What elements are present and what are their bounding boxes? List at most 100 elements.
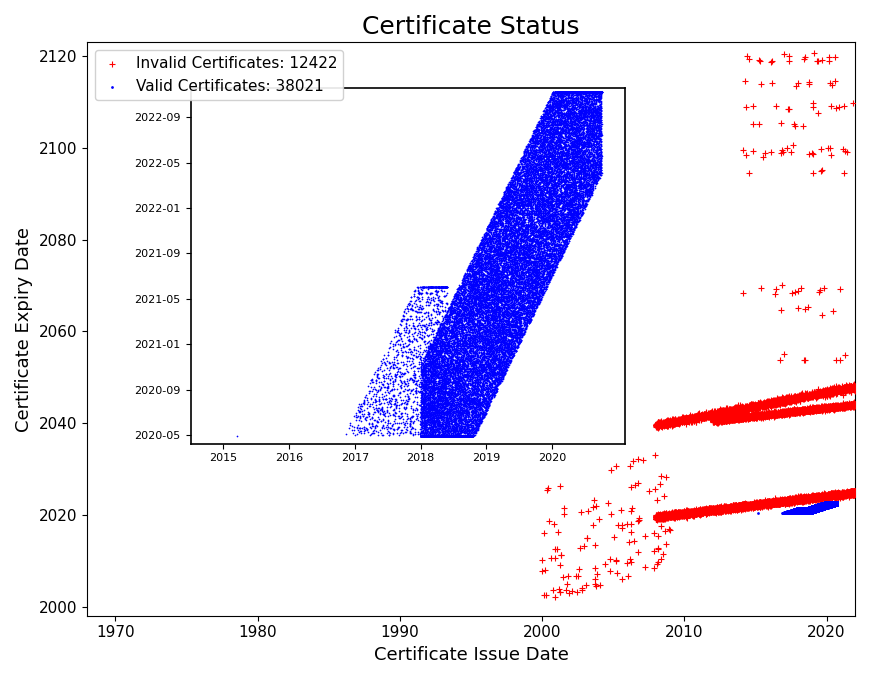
Valid Certificates: 38021: (2.02e+03, 2.02e+03): 38021: (2.02e+03, 2.02e+03)	[808, 504, 822, 515]
Invalid Certificates: 12422: (2.01e+03, 2.02e+03): 12422: (2.01e+03, 2.02e+03)	[672, 509, 686, 519]
Valid Certificates: 38021: (2.02e+03, 2.02e+03): 38021: (2.02e+03, 2.02e+03)	[813, 504, 826, 515]
Valid Certificates: 38021: (2.02e+03, 2.02e+03): 38021: (2.02e+03, 2.02e+03)	[806, 506, 819, 517]
Valid Certificates: 38021: (2.02e+03, 2.02e+03): 38021: (2.02e+03, 2.02e+03)	[778, 507, 792, 517]
Valid Certificates: 38021: (2.02e+03, 2.02e+03): 38021: (2.02e+03, 2.02e+03)	[812, 502, 826, 513]
Valid Certificates: 38021: (2.02e+03, 2.02e+03): 38021: (2.02e+03, 2.02e+03)	[806, 502, 819, 513]
Valid Certificates: 38021: (2.02e+03, 2.02e+03): 38021: (2.02e+03, 2.02e+03)	[809, 502, 823, 513]
Valid Certificates: 38021: (2.02e+03, 2.02e+03): 38021: (2.02e+03, 2.02e+03)	[815, 502, 829, 513]
Valid Certificates: 38021: (2.02e+03, 2.02e+03): 38021: (2.02e+03, 2.02e+03)	[826, 496, 839, 507]
Valid Certificates: 38021: (2.02e+03, 2.02e+03): 38021: (2.02e+03, 2.02e+03)	[824, 496, 838, 507]
Valid Certificates: 38021: (2.02e+03, 2.02e+03): 38021: (2.02e+03, 2.02e+03)	[811, 502, 825, 513]
Valid Certificates: 38021: (2.02e+03, 2.02e+03): 38021: (2.02e+03, 2.02e+03)	[806, 503, 820, 514]
Valid Certificates: 38021: (2.02e+03, 2.02e+03): 38021: (2.02e+03, 2.02e+03)	[815, 502, 829, 513]
Valid Certificates: 38021: (2.02e+03, 2.02e+03): 38021: (2.02e+03, 2.02e+03)	[814, 500, 828, 511]
Valid Certificates: 38021: (2.02e+03, 2.02e+03): 38021: (2.02e+03, 2.02e+03)	[813, 500, 826, 511]
Valid Certificates: 38021: (2.02e+03, 2.02e+03): 38021: (2.02e+03, 2.02e+03)	[799, 503, 813, 514]
Valid Certificates: 38021: (2.02e+03, 2.02e+03): 38021: (2.02e+03, 2.02e+03)	[824, 496, 838, 507]
Invalid Certificates: 12422: (2.01e+03, 2.02e+03): 12422: (2.01e+03, 2.02e+03)	[710, 505, 724, 516]
Valid Certificates: 38021: (2.02e+03, 2.02e+03): 38021: (2.02e+03, 2.02e+03)	[803, 503, 817, 514]
Valid Certificates: 38021: (2.02e+03, 2.02e+03): 38021: (2.02e+03, 2.02e+03)	[794, 508, 808, 519]
Valid Certificates: 38021: (2.02e+03, 2.02e+03): 38021: (2.02e+03, 2.02e+03)	[819, 499, 833, 510]
Valid Certificates: 38021: (2.02e+03, 2.02e+03): 38021: (2.02e+03, 2.02e+03)	[827, 498, 841, 509]
Valid Certificates: 38021: (2.02e+03, 2.02e+03): 38021: (2.02e+03, 2.02e+03)	[793, 508, 807, 519]
Invalid Certificates: 12422: (2.01e+03, 2.04e+03): 12422: (2.01e+03, 2.04e+03)	[719, 406, 733, 417]
Valid Certificates: 38021: (2.02e+03, 2.02e+03): 38021: (2.02e+03, 2.02e+03)	[806, 500, 819, 511]
Valid Certificates: 38021: (2.02e+03, 2.02e+03): 38021: (2.02e+03, 2.02e+03)	[827, 496, 841, 507]
Valid Certificates: 38021: (2.02e+03, 2.02e+03): 38021: (2.02e+03, 2.02e+03)	[806, 504, 819, 515]
Valid Certificates: 38021: (2.02e+03, 2.02e+03): 38021: (2.02e+03, 2.02e+03)	[798, 506, 812, 517]
Valid Certificates: 38021: (2.02e+03, 2.02e+03): 38021: (2.02e+03, 2.02e+03)	[806, 503, 820, 514]
Valid Certificates: 38021: (2.02e+03, 2.02e+03): 38021: (2.02e+03, 2.02e+03)	[820, 499, 834, 510]
Valid Certificates: 38021: (2.02e+03, 2.02e+03): 38021: (2.02e+03, 2.02e+03)	[802, 506, 816, 517]
Valid Certificates: 38021: (2.02e+03, 2.02e+03): 38021: (2.02e+03, 2.02e+03)	[811, 502, 825, 513]
Valid Certificates: 38021: (2.02e+03, 2.02e+03): 38021: (2.02e+03, 2.02e+03)	[823, 496, 837, 507]
Valid Certificates: 38021: (2.02e+03, 2.02e+03): 38021: (2.02e+03, 2.02e+03)	[793, 508, 807, 519]
Valid Certificates: 38021: (2.02e+03, 2.02e+03): 38021: (2.02e+03, 2.02e+03)	[801, 503, 815, 514]
Valid Certificates: 38021: (2.02e+03, 2.02e+03): 38021: (2.02e+03, 2.02e+03)	[820, 502, 834, 513]
Valid Certificates: 38021: (2.02e+03, 2.02e+03): 38021: (2.02e+03, 2.02e+03)	[820, 496, 834, 507]
Valid Certificates: 38021: (2.02e+03, 2.02e+03): 38021: (2.02e+03, 2.02e+03)	[799, 504, 813, 515]
Valid Certificates: 38021: (2.02e+03, 2.02e+03): 38021: (2.02e+03, 2.02e+03)	[819, 498, 833, 509]
Valid Certificates: 38021: (2.02e+03, 2.02e+03): 38021: (2.02e+03, 2.02e+03)	[825, 496, 839, 507]
Valid Certificates: 38021: (2.02e+03, 2.02e+03): 38021: (2.02e+03, 2.02e+03)	[813, 500, 827, 511]
Valid Certificates: 38021: (2.02e+03, 2.02e+03): 38021: (2.02e+03, 2.02e+03)	[802, 506, 816, 517]
Valid Certificates: 38021: (2.02e+03, 2.02e+03): 38021: (2.02e+03, 2.02e+03)	[824, 496, 838, 507]
Valid Certificates: 38021: (2.02e+03, 2.02e+03): 38021: (2.02e+03, 2.02e+03)	[788, 507, 802, 518]
Valid Certificates: 38021: (2.02e+03, 2.02e+03): 38021: (2.02e+03, 2.02e+03)	[803, 504, 817, 515]
Valid Certificates: 38021: (2.02e+03, 2.02e+03): 38021: (2.02e+03, 2.02e+03)	[811, 505, 825, 516]
Valid Certificates: 38021: (2.02e+03, 2.02e+03): 38021: (2.02e+03, 2.02e+03)	[796, 508, 810, 519]
Valid Certificates: 38021: (2.02e+03, 2.02e+03): 38021: (2.02e+03, 2.02e+03)	[819, 500, 833, 511]
Valid Certificates: 38021: (2.02e+03, 2.02e+03): 38021: (2.02e+03, 2.02e+03)	[813, 500, 827, 511]
Invalid Certificates: 12422: (2.02e+03, 2.02e+03): 12422: (2.02e+03, 2.02e+03)	[824, 488, 838, 499]
Valid Certificates: 38021: (2.02e+03, 2.02e+03): 38021: (2.02e+03, 2.02e+03)	[793, 508, 807, 519]
Valid Certificates: 38021: (2.02e+03, 2.02e+03): 38021: (2.02e+03, 2.02e+03)	[825, 500, 839, 511]
Valid Certificates: 38021: (2.02e+03, 2.02e+03): 38021: (2.02e+03, 2.02e+03)	[819, 500, 833, 511]
Valid Certificates: 38021: (2.02e+03, 2.02e+03): 38021: (2.02e+03, 2.02e+03)	[812, 500, 826, 511]
Valid Certificates: 38021: (2.02e+03, 2.02e+03): 38021: (2.02e+03, 2.02e+03)	[814, 500, 828, 511]
Valid Certificates: 38021: (2.02e+03, 2.02e+03): 38021: (2.02e+03, 2.02e+03)	[809, 503, 823, 514]
Valid Certificates: 38021: (2.02e+03, 2.02e+03): 38021: (2.02e+03, 2.02e+03)	[816, 500, 830, 511]
Valid Certificates: 38021: (2.02e+03, 2.02e+03): 38021: (2.02e+03, 2.02e+03)	[813, 500, 826, 511]
Valid Certificates: 38021: (2.02e+03, 2.02e+03): 38021: (2.02e+03, 2.02e+03)	[794, 508, 808, 519]
Invalid Certificates: 12422: (2.02e+03, 2.02e+03): 12422: (2.02e+03, 2.02e+03)	[779, 496, 793, 507]
Valid Certificates: 38021: (2.02e+03, 2.02e+03): 38021: (2.02e+03, 2.02e+03)	[793, 507, 807, 518]
Invalid Certificates: 12422: (2.01e+03, 2.04e+03): 12422: (2.01e+03, 2.04e+03)	[713, 409, 727, 420]
Invalid Certificates: 12422: (2.02e+03, 2.05e+03): 12422: (2.02e+03, 2.05e+03)	[788, 394, 802, 405]
Valid Certificates: 38021: (2.02e+03, 2.02e+03): 38021: (2.02e+03, 2.02e+03)	[799, 503, 813, 514]
Valid Certificates: 38021: (2.02e+03, 2.02e+03): 38021: (2.02e+03, 2.02e+03)	[824, 500, 838, 511]
Valid Certificates: 38021: (2.02e+03, 2.02e+03): 38021: (2.02e+03, 2.02e+03)	[823, 498, 837, 509]
Invalid Certificates: 12422: (2.02e+03, 2.02e+03): 12422: (2.02e+03, 2.02e+03)	[808, 492, 822, 502]
Valid Certificates: 38021: (2.02e+03, 2.02e+03): 38021: (2.02e+03, 2.02e+03)	[811, 500, 825, 511]
Valid Certificates: 38021: (2.02e+03, 2.02e+03): 38021: (2.02e+03, 2.02e+03)	[825, 499, 839, 510]
Valid Certificates: 38021: (2.02e+03, 2.02e+03): 38021: (2.02e+03, 2.02e+03)	[823, 496, 837, 507]
Valid Certificates: 38021: (2.02e+03, 2.02e+03): 38021: (2.02e+03, 2.02e+03)	[824, 500, 838, 511]
Invalid Certificates: 12422: (2.01e+03, 2.02e+03): 12422: (2.01e+03, 2.02e+03)	[718, 502, 732, 513]
Valid Certificates: 38021: (2.02e+03, 2.02e+03): 38021: (2.02e+03, 2.02e+03)	[811, 504, 825, 515]
Valid Certificates: 38021: (2.02e+03, 2.02e+03): 38021: (2.02e+03, 2.02e+03)	[798, 508, 812, 519]
Valid Certificates: 38021: (2.02e+03, 2.02e+03): 38021: (2.02e+03, 2.02e+03)	[829, 496, 843, 507]
Invalid Certificates: 12422: (2.02e+03, 2.05e+03): 12422: (2.02e+03, 2.05e+03)	[779, 393, 793, 404]
Valid Certificates: 38021: (2.02e+03, 2.02e+03): 38021: (2.02e+03, 2.02e+03)	[800, 507, 814, 518]
Valid Certificates: 38021: (2.02e+03, 2.02e+03): 38021: (2.02e+03, 2.02e+03)	[819, 502, 833, 513]
Valid Certificates: 38021: (2.02e+03, 2.02e+03): 38021: (2.02e+03, 2.02e+03)	[805, 504, 819, 515]
Invalid Certificates: 12422: (2.01e+03, 2.04e+03): 12422: (2.01e+03, 2.04e+03)	[721, 414, 735, 424]
Valid Certificates: 38021: (2.02e+03, 2.02e+03): 38021: (2.02e+03, 2.02e+03)	[820, 498, 834, 509]
Valid Certificates: 38021: (2.02e+03, 2.02e+03): 38021: (2.02e+03, 2.02e+03)	[826, 496, 840, 507]
Invalid Certificates: 12422: (2.01e+03, 2.02e+03): 12422: (2.01e+03, 2.02e+03)	[661, 509, 675, 520]
Invalid Certificates: 12422: (2.02e+03, 2.04e+03): 12422: (2.02e+03, 2.04e+03)	[794, 407, 808, 418]
Valid Certificates: 38021: (2.02e+03, 2.02e+03): 38021: (2.02e+03, 2.02e+03)	[793, 506, 807, 517]
Valid Certificates: 38021: (2.02e+03, 2.02e+03): 38021: (2.02e+03, 2.02e+03)	[813, 498, 827, 509]
Invalid Certificates: 12422: (2.01e+03, 2.02e+03): 12422: (2.01e+03, 2.02e+03)	[674, 508, 688, 519]
Valid Certificates: 38021: (2.02e+03, 2.02e+03): 38021: (2.02e+03, 2.02e+03)	[807, 505, 821, 516]
Valid Certificates: 38021: (2.02e+03, 2.02e+03): 38021: (2.02e+03, 2.02e+03)	[813, 500, 827, 511]
Valid Certificates: 38021: (2.02e+03, 2.02e+03): 38021: (2.02e+03, 2.02e+03)	[797, 504, 811, 515]
Valid Certificates: 38021: (2.02e+03, 2.02e+03): 38021: (2.02e+03, 2.02e+03)	[821, 498, 835, 509]
Invalid Certificates: 12422: (2.01e+03, 2.04e+03): 12422: (2.01e+03, 2.04e+03)	[718, 414, 732, 425]
Invalid Certificates: 12422: (2.01e+03, 2.04e+03): 12422: (2.01e+03, 2.04e+03)	[713, 408, 726, 419]
Valid Certificates: 38021: (2.02e+03, 2.02e+03): 38021: (2.02e+03, 2.02e+03)	[813, 503, 826, 514]
Valid Certificates: 38021: (2.02e+03, 2.02e+03): 38021: (2.02e+03, 2.02e+03)	[821, 501, 835, 512]
Valid Certificates: 38021: (2.02e+03, 2.02e+03): 38021: (2.02e+03, 2.02e+03)	[819, 501, 833, 512]
Valid Certificates: 38021: (2.02e+03, 2.02e+03): 38021: (2.02e+03, 2.02e+03)	[793, 508, 806, 519]
Invalid Certificates: 12422: (2.02e+03, 2.04e+03): 12422: (2.02e+03, 2.04e+03)	[758, 409, 772, 420]
Invalid Certificates: 12422: (2.02e+03, 2.02e+03): 12422: (2.02e+03, 2.02e+03)	[801, 492, 815, 502]
